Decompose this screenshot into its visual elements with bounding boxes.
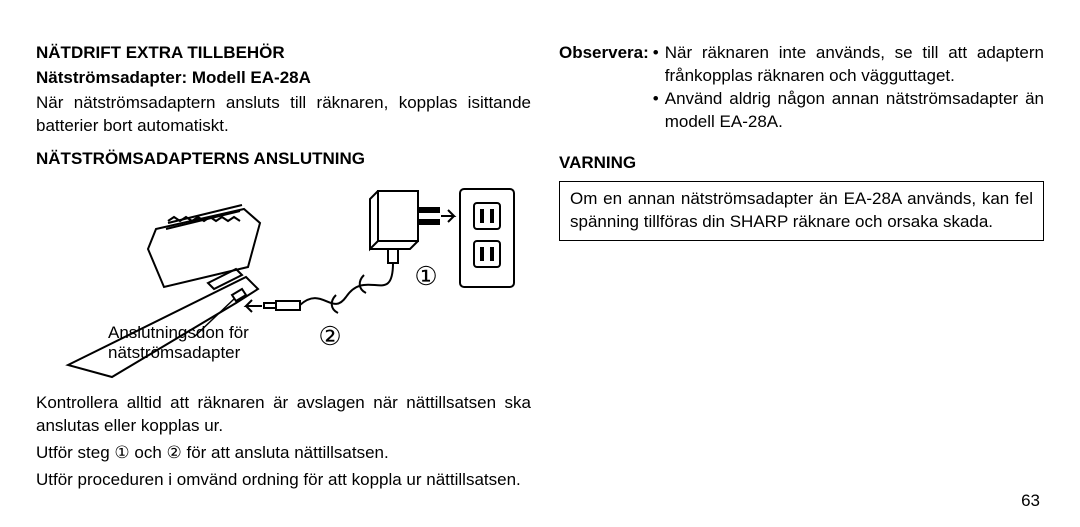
observera-body: • När räknaren inte används, se till att…	[653, 42, 1044, 134]
left-column: NÄTDRIFT EXTRA TILLBEHÖR Nätströmsadapte…	[36, 42, 531, 495]
warning-heading: VARNING	[559, 152, 1044, 175]
heading-main: NÄTDRIFT EXTRA TILLBEHÖR	[36, 42, 531, 65]
bullet-dot-icon: •	[653, 88, 665, 134]
connection-diagram: ① ② Anslutningsdon för nätströmsadapter	[36, 177, 531, 382]
right-column: Observera: • När räknaren inte används, …	[559, 42, 1044, 495]
warning-box: Om en annan nätströmsadapter än EA-28A a…	[559, 181, 1044, 241]
svg-text:①: ①	[414, 261, 437, 291]
bullet-2: • Använd aldrig någon annan nätströmsada…	[653, 88, 1044, 134]
reverse-paragraph: Utför proceduren i omvänd ordning för at…	[36, 469, 531, 492]
steps-paragraph: Utför steg ① och ② för att ansluta nätti…	[36, 442, 531, 465]
bullet-1-text: När räknaren inte används, se till att a…	[665, 42, 1044, 88]
diagram-label: Anslutningsdon för nätströmsadapter	[108, 323, 249, 364]
bullet-dot-icon: •	[653, 42, 665, 88]
observera-label: Observera:	[559, 42, 653, 134]
bullet-1: • När räknaren inte används, se till att…	[653, 42, 1044, 88]
observera-block: Observera: • När räknaren inte används, …	[559, 42, 1044, 134]
bullet-2-text: Använd aldrig någon annan nätströmsadapt…	[665, 88, 1044, 134]
intro-paragraph: När nätströmsadaptern ansluts till räkna…	[36, 92, 531, 138]
svg-text:②: ②	[318, 321, 341, 351]
diagram-label-line1: Anslutningsdon för	[108, 323, 249, 342]
heading-model: Nätströmsadapter: Modell EA-28A	[36, 67, 531, 90]
check-paragraph: Kontrollera alltid att räknaren är avsla…	[36, 392, 531, 438]
page-number: 63	[1021, 490, 1040, 513]
warning-text: Om en annan nätströmsadapter än EA-28A a…	[570, 189, 1033, 231]
diagram-label-line2: nätströmsadapter	[108, 343, 240, 362]
page-root: NÄTDRIFT EXTRA TILLBEHÖR Nätströmsadapte…	[0, 0, 1080, 515]
heading-connection: NÄTSTRÖMSADAPTERNS ANSLUTNING	[36, 148, 531, 171]
